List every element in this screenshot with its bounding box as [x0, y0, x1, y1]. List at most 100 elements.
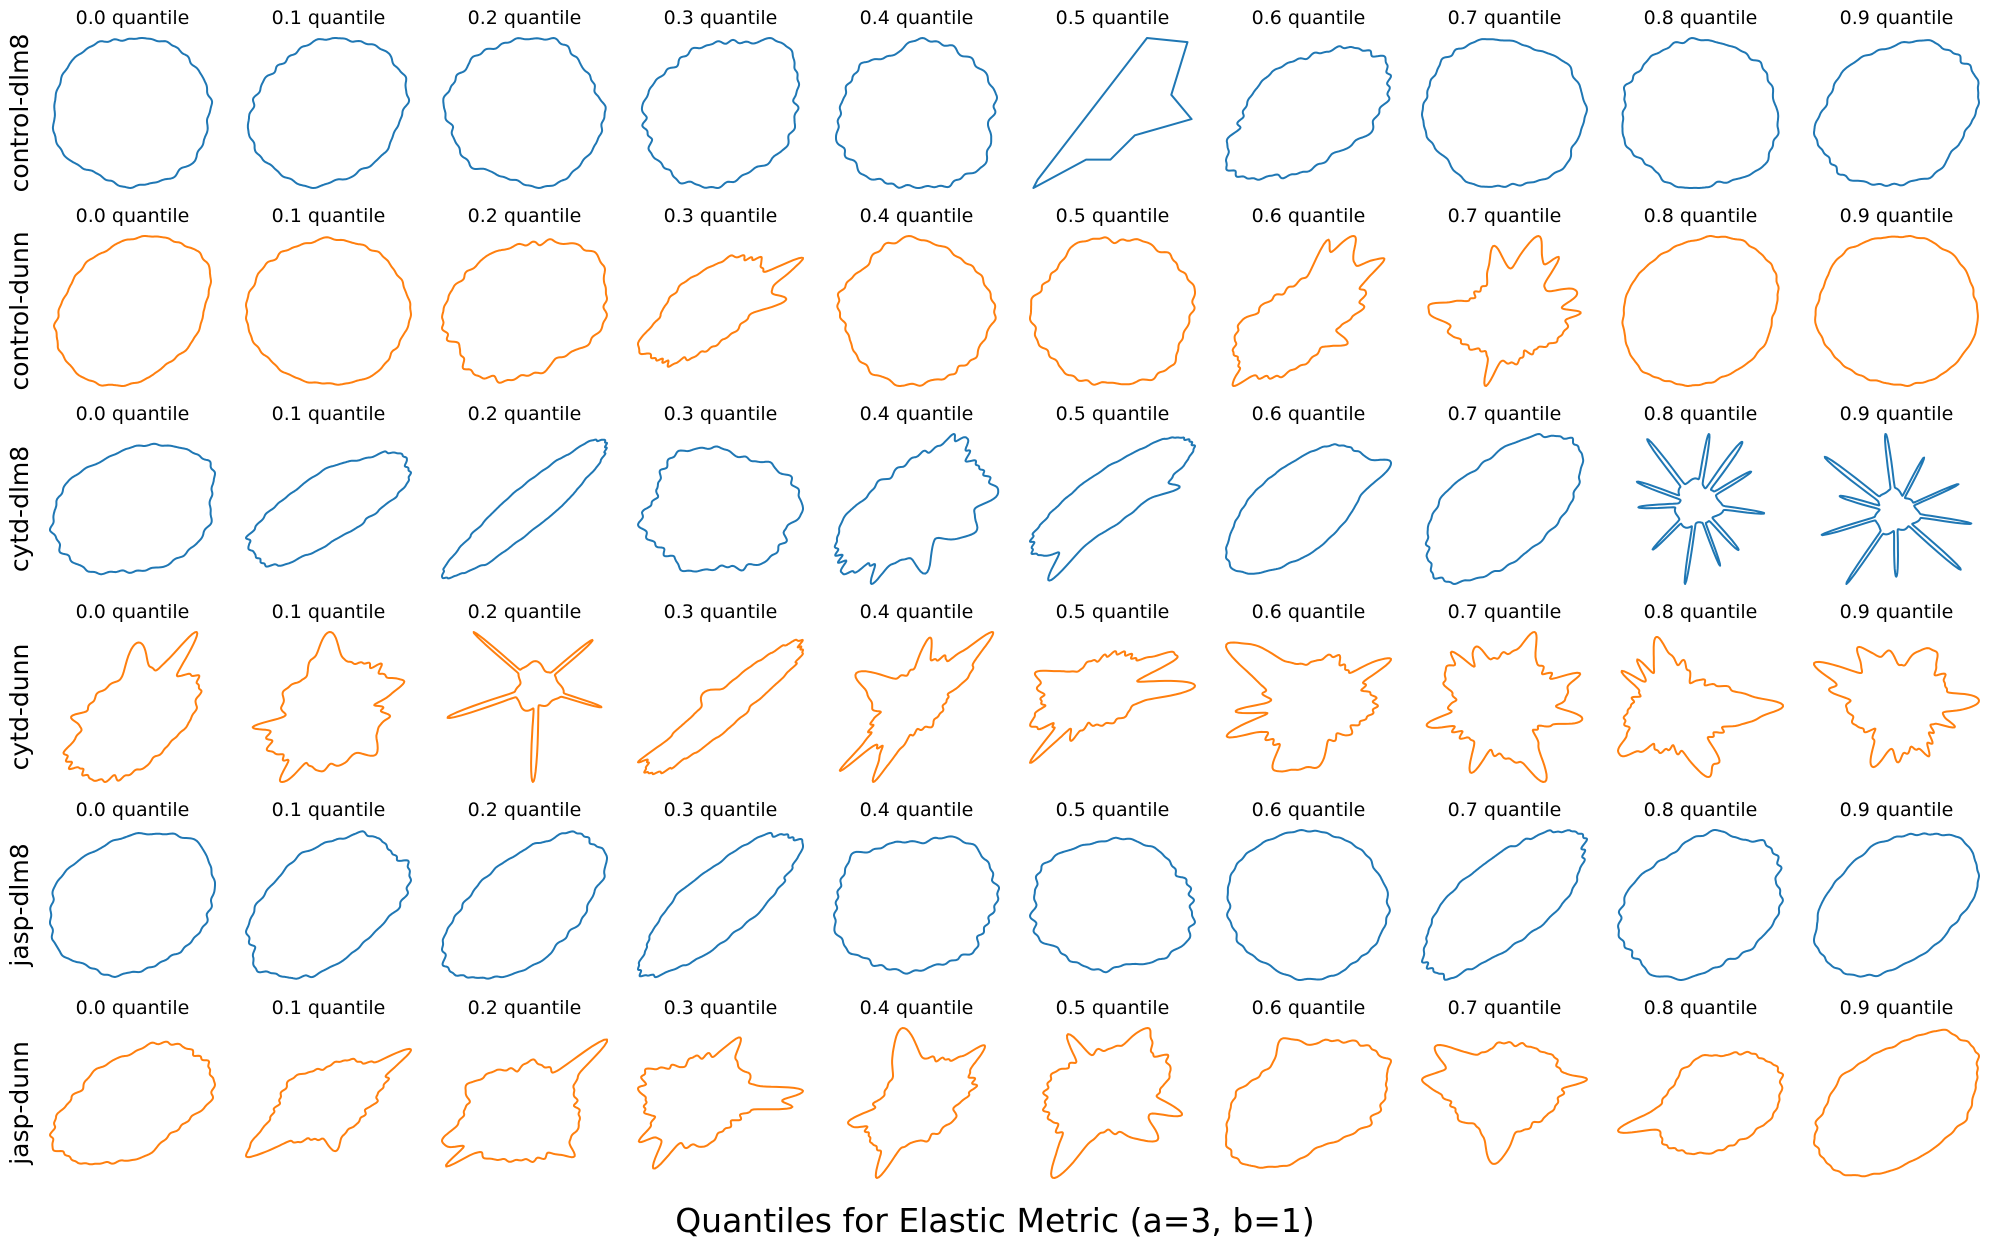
- cell-contour: [1617, 829, 1784, 981]
- cell-contour: [640, 37, 801, 189]
- cell-contour: [1813, 645, 1980, 769]
- quantile-label: 0.7 quantile: [1448, 403, 1562, 425]
- cell-contour: [49, 1040, 216, 1166]
- cell-contour: [833, 835, 1000, 975]
- cell-contour: [1032, 37, 1193, 189]
- cell-contour: [1621, 37, 1780, 189]
- cell-contour: [62, 631, 203, 783]
- quantile-label: 0.3 quantile: [664, 601, 778, 623]
- quantile-label: 0.5 quantile: [1056, 403, 1170, 425]
- cell-contour: [1421, 829, 1588, 981]
- cell-contour: [1424, 433, 1585, 585]
- quantile-label: 0.2 quantile: [468, 403, 582, 425]
- row-label: jasp-dunn: [5, 1041, 34, 1166]
- quantile-label: 0.8 quantile: [1644, 7, 1758, 29]
- cell-contour: [441, 1038, 608, 1168]
- cell-contour: [1225, 641, 1392, 773]
- cell-contour: [637, 638, 804, 776]
- quantile-label: 0.0 quantile: [76, 205, 190, 227]
- quantile-label: 0.9 quantile: [1840, 205, 1954, 227]
- cell-contour: [1042, 1027, 1183, 1179]
- quantile-label: 0.2 quantile: [468, 997, 582, 1019]
- row-label: jasp-dlm8: [5, 843, 34, 967]
- cell-contour: [1225, 45, 1392, 181]
- cell-contour: [1029, 650, 1196, 764]
- cell-contour: [1029, 436, 1196, 582]
- quantile-label: 0.4 quantile: [860, 205, 974, 227]
- quantile-label: 0.6 quantile: [1252, 403, 1366, 425]
- cell-contour: [835, 37, 998, 189]
- row-label: control-dunn: [5, 231, 34, 390]
- cell-contour: [1029, 836, 1196, 974]
- cell-contour: [1029, 236, 1196, 386]
- quantile-label: 0.4 quantile: [860, 7, 974, 29]
- cell-contour: [245, 1047, 412, 1159]
- cell-contour: [1231, 235, 1386, 387]
- cell-contour: [1617, 1050, 1784, 1156]
- cell-contour: [442, 37, 607, 189]
- quantile-label: 0.6 quantile: [1252, 7, 1366, 29]
- quantile-label: 0.1 quantile: [272, 403, 386, 425]
- quantile-label: 0.3 quantile: [664, 799, 778, 821]
- quantile-label: 0.3 quantile: [664, 997, 778, 1019]
- quantile-label: 0.4 quantile: [860, 799, 974, 821]
- cell-contour: [836, 235, 997, 387]
- quantile-label: 0.0 quantile: [76, 997, 190, 1019]
- cell-contour: [637, 254, 804, 368]
- quantile-label: 0.5 quantile: [1056, 997, 1170, 1019]
- row-label: cytd-dlm8: [5, 446, 34, 572]
- cell-contour: [51, 37, 214, 189]
- quantile-label: 0.1 quantile: [272, 7, 386, 29]
- cell-contour: [49, 832, 216, 978]
- quantile-label: 0.5 quantile: [1056, 205, 1170, 227]
- cell-contour: [1813, 39, 1980, 187]
- quantile-label: 0.0 quantile: [76, 799, 190, 821]
- quantile-label: 0.6 quantile: [1252, 997, 1366, 1019]
- cell-contour: [1617, 636, 1784, 778]
- cell-contour: [441, 830, 608, 980]
- figure-title: Quantiles for Elastic Metric (a=3, b=1): [675, 1201, 1315, 1240]
- cell-contour: [833, 433, 1000, 585]
- quantile-label: 0.2 quantile: [468, 7, 582, 29]
- quantile-label: 0.2 quantile: [468, 601, 582, 623]
- quantile-label: 0.3 quantile: [664, 7, 778, 29]
- cell-contour: [1820, 433, 1973, 585]
- cell-contour: [1226, 829, 1391, 981]
- quantile-label: 0.4 quantile: [860, 403, 974, 425]
- quantile-label: 0.5 quantile: [1056, 601, 1170, 623]
- cell-contour: [1621, 235, 1780, 387]
- quantile-label: 0.6 quantile: [1252, 205, 1366, 227]
- quantile-label: 0.0 quantile: [76, 403, 190, 425]
- quantile-label: 0.4 quantile: [860, 997, 974, 1019]
- quantile-label: 0.5 quantile: [1056, 7, 1170, 29]
- cell-contour: [1425, 631, 1584, 783]
- quantile-label: 0.2 quantile: [468, 799, 582, 821]
- cell-contour: [1427, 235, 1582, 387]
- cell-contour: [1814, 235, 1979, 387]
- quantile-label: 0.4 quantile: [860, 601, 974, 623]
- cell-contour: [245, 450, 412, 568]
- quantile-label: 0.9 quantile: [1840, 403, 1954, 425]
- cell-contour: [1421, 1041, 1588, 1165]
- cell-contour: [637, 1036, 804, 1170]
- cell-contour: [446, 631, 603, 783]
- cell-contour: [1813, 1028, 1980, 1178]
- cell-contour: [1225, 1037, 1392, 1169]
- cell-contour: [1813, 832, 1980, 978]
- cell-contour: [53, 235, 212, 387]
- row-label: control-dlm8: [5, 34, 34, 193]
- cell-contour: [1635, 433, 1766, 585]
- cell-contour: [245, 236, 412, 386]
- cell-contour: [838, 631, 995, 783]
- quantile-label: 0.8 quantile: [1644, 205, 1758, 227]
- quantile-label: 0.9 quantile: [1840, 601, 1954, 623]
- quantile-label: 0.8 quantile: [1644, 997, 1758, 1019]
- cell-contour: [637, 831, 804, 979]
- quantile-label: 0.5 quantile: [1056, 799, 1170, 821]
- quantile-label: 0.7 quantile: [1448, 7, 1562, 29]
- quantile-label: 0.6 quantile: [1252, 799, 1366, 821]
- quantile-label: 0.8 quantile: [1644, 799, 1758, 821]
- cell-contour: [441, 438, 608, 580]
- quantile-label: 0.6 quantile: [1252, 601, 1366, 623]
